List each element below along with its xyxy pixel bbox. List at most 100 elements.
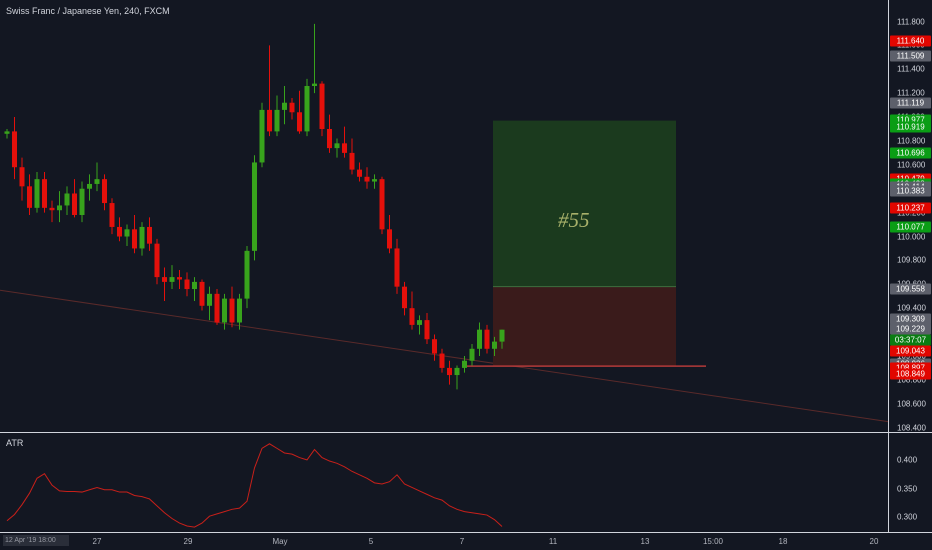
time-tick-label: 27: [92, 537, 102, 546]
candle-body: [492, 341, 497, 349]
candle-body: [282, 102, 287, 110]
candle-body: [417, 320, 422, 325]
candle-body: [169, 277, 175, 282]
candle-body: [304, 86, 310, 132]
candle-body: [42, 179, 47, 208]
price-badge: 110.919: [890, 121, 931, 133]
time-tick-label: 7: [459, 537, 465, 546]
price-tick-label: 108.800: [897, 375, 926, 385]
price-tick-label: 110.000: [897, 232, 926, 241]
candle-body: [274, 109, 280, 132]
time-tick-label: 18: [778, 537, 788, 546]
candle-body: [424, 320, 430, 340]
time-tick-label: 29: [183, 537, 193, 546]
time-tick-label: May: [272, 537, 288, 546]
candle-body: [462, 360, 467, 368]
candle-body: [289, 102, 295, 113]
profit-zone: [493, 120, 676, 287]
trade-label: #55: [558, 208, 590, 232]
candle-body: [72, 193, 77, 215]
chart-title: Swiss Franc / Japanese Yen, 240, FXCM: [6, 6, 170, 16]
candle-body: [372, 179, 377, 182]
candle-body: [222, 298, 227, 323]
price-tick-label: 111.400: [897, 64, 925, 74]
time-tick-label: 13: [640, 537, 650, 546]
atr-tick-label: 0.300: [897, 512, 918, 522]
candle-body: [379, 179, 385, 230]
candle-body: [432, 339, 437, 354]
candle-body: [357, 169, 362, 177]
candle-body: [94, 179, 100, 184]
price-badge: 111.119: [890, 97, 931, 109]
candle-body: [364, 176, 370, 182]
candle-body: [394, 248, 400, 287]
candle-body: [154, 243, 160, 278]
candle-body: [477, 329, 482, 349]
price-badge: 109.558: [890, 283, 931, 295]
candle-body: [447, 367, 452, 376]
candle-body: [64, 193, 70, 206]
candle-body: [484, 329, 490, 349]
time-tick-label: 11: [548, 537, 558, 546]
price-badge: 111.509: [890, 50, 931, 62]
candle-body: [4, 131, 10, 134]
candle-body: [439, 353, 445, 368]
candle-body: [102, 179, 107, 204]
candle-body: [342, 143, 347, 153]
candle-body: [147, 226, 152, 244]
candle-body: [469, 348, 475, 361]
price-tick-label: 110.600: [897, 160, 926, 170]
price-tick-label: 111.200: [897, 88, 925, 98]
candle-body: [177, 277, 182, 280]
candle-body: [57, 205, 62, 211]
price-tick-label: 108.400: [897, 423, 926, 433]
price-badge: 110.696: [890, 147, 931, 159]
candle-body: [349, 152, 355, 170]
candle-body: [162, 277, 167, 282]
price-tick-label: 111.800: [897, 17, 925, 26]
price-tick-label: 108.600: [897, 399, 926, 409]
price-badge: 108.897: [890, 362, 931, 374]
price-badge: 03:37:07: [890, 334, 931, 346]
candle-body: [259, 109, 265, 163]
atr-indicator-label: ATR: [6, 438, 24, 448]
candle-body: [34, 179, 40, 208]
candle-body: [244, 250, 250, 299]
candle-body: [184, 279, 190, 290]
price-badge: 109.043: [890, 345, 931, 357]
candle-body: [132, 229, 137, 249]
candle-body: [499, 329, 505, 342]
candle-body: [19, 167, 25, 187]
time-tick-label: 5: [368, 537, 374, 546]
candle-body: [117, 226, 122, 237]
candle-body: [109, 203, 115, 227]
candle-body: [319, 83, 325, 129]
time-cursor-label: 12 Apr '19 18:00: [3, 535, 69, 546]
price-tick-label: 110.800: [897, 136, 926, 146]
candle-body: [312, 83, 317, 86]
atr-tick-label: 0.400: [897, 455, 918, 465]
candle-body: [207, 293, 212, 306]
candle-body: [334, 143, 340, 149]
candle-body: [402, 286, 407, 309]
candle-body: [87, 183, 92, 189]
candle-body: [454, 367, 460, 376]
price-badge: 110.383: [890, 185, 931, 197]
time-tick-label: 20: [869, 537, 879, 546]
candle-body: [27, 186, 32, 208]
candle-body: [297, 112, 302, 132]
candle-body: [252, 162, 257, 251]
price-badge: 110.977: [890, 114, 931, 126]
time-tick-label: 15:00: [702, 537, 724, 546]
loss-zone: [493, 286, 676, 367]
price-badge: 109.229: [890, 323, 931, 335]
candle-body: [49, 207, 55, 211]
price-badge: 110.237: [890, 202, 931, 214]
candle-body: [214, 293, 220, 323]
candle-body: [229, 298, 235, 323]
candle-body: [124, 229, 130, 237]
candle-body: [139, 226, 145, 249]
candle-body: [192, 281, 197, 290]
candle-body: [199, 281, 205, 306]
